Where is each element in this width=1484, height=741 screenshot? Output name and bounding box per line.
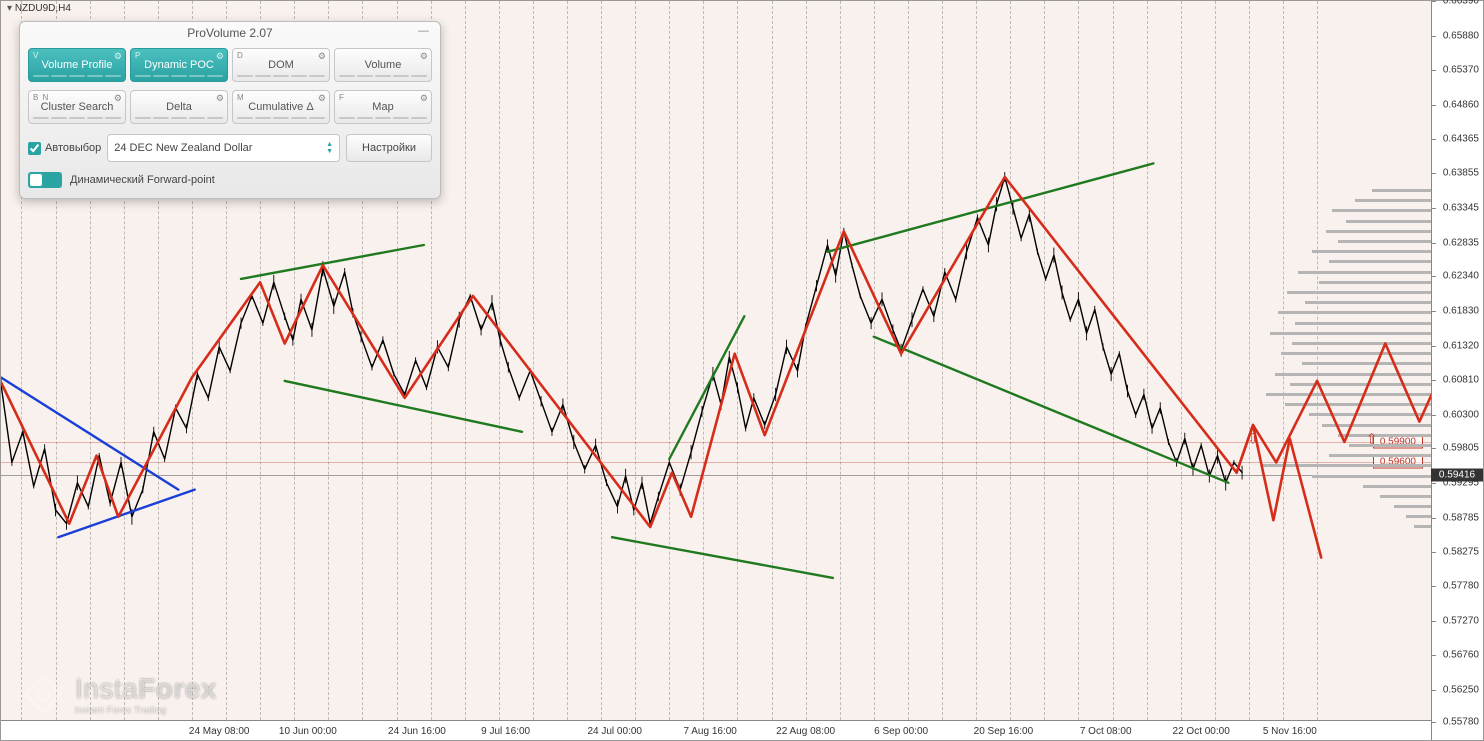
gear-icon[interactable]: ⚙: [420, 93, 428, 104]
panel-button-label: Dynamic POC: [144, 59, 214, 71]
panel-button[interactable]: B NCluster Search⚙: [28, 90, 126, 124]
y-tick-label: 0.61830: [1443, 305, 1479, 316]
panel-buttons-row2: B NCluster Search⚙Delta⚙MCumulative Δ⚙FM…: [20, 86, 440, 128]
autopick-input[interactable]: [28, 142, 41, 155]
panel-button[interactable]: FMap⚙: [334, 90, 432, 124]
settings-label: Настройки: [362, 142, 416, 154]
x-tick-label: 5 Nov 16:00: [1263, 726, 1317, 737]
x-axis: 24 May 08:00 10 Jun 00:00 24 Jun 16:00 9 Ju…: [1, 720, 1431, 740]
instrument-dropdown[interactable]: 24 DEC New Zealand Dollar ▲▼: [107, 134, 340, 162]
panel-titlebar[interactable]: ProVolume 2.07 —: [20, 22, 440, 44]
panel-button[interactable]: VVolume Profile⚙: [28, 48, 126, 82]
panel-row4: Динамический Forward-point: [20, 168, 440, 198]
panel-row3: Автовыбор 24 DEC New Zealand Dollar ▲▼ Н…: [20, 128, 440, 168]
y-tick-label: 0.59805: [1443, 443, 1479, 454]
panel-button[interactable]: Volume ⚙: [334, 48, 432, 82]
x-tick-label: 24 Jun 16:00: [388, 726, 446, 737]
provolume-panel[interactable]: ProVolume 2.07 — VVolume Profile⚙PDynami…: [19, 21, 441, 199]
gear-icon[interactable]: ⚙: [420, 51, 428, 62]
panel-button-label: Volume: [365, 59, 402, 71]
y-tick-label: 0.65370: [1443, 65, 1479, 76]
panel-button-label: Delta: [166, 101, 192, 113]
watermark-brand-a: Insta: [75, 673, 138, 704]
gear-icon[interactable]: ⚙: [114, 51, 122, 62]
watermark: InstaForex Instant Forex Trading: [21, 672, 217, 716]
panel-title: ProVolume 2.07: [187, 26, 272, 40]
y-tick-label: 0.57780: [1443, 581, 1479, 592]
current-price-tag: 0.59416: [1431, 468, 1483, 481]
panel-button-label: Volume Profile: [42, 59, 113, 71]
y-axis: 0.66390 0.65880 0.65370 0.64860 0.64365 0.638…: [1431, 1, 1483, 740]
y-tick-label: 0.56250: [1443, 685, 1479, 696]
y-tick-label: 0.55780: [1443, 717, 1479, 728]
watermark-logo-icon: [21, 672, 65, 716]
y-tick-label: 0.62340: [1443, 271, 1479, 282]
y-tick-label: 0.65880: [1443, 30, 1479, 41]
gear-icon[interactable]: ⚙: [216, 93, 224, 104]
minimize-icon[interactable]: —: [418, 25, 432, 37]
gear-icon[interactable]: ⚙: [318, 51, 326, 62]
x-tick-label: 24 May 08:00: [189, 726, 250, 737]
y-tick-label: 0.66390: [1443, 0, 1479, 7]
autopick-label: Автовыбор: [45, 142, 101, 154]
x-tick-label: 7 Oct 08:00: [1080, 726, 1132, 737]
panel-button[interactable]: MCumulative Δ⚙: [232, 90, 330, 124]
chart-root: NZDU9D,H4 0.599000.59600 ⇩⇧ 0.663900.658…: [0, 0, 1484, 741]
forward-point-toggle[interactable]: [28, 172, 62, 188]
gear-icon[interactable]: ⚙: [216, 51, 224, 62]
y-tick-label: 0.60810: [1443, 375, 1479, 386]
y-tick-label: 0.60300: [1443, 409, 1479, 420]
panel-button[interactable]: DDOM⚙: [232, 48, 330, 82]
watermark-brand: InstaForex: [75, 673, 217, 705]
y-tick-label: 0.62835: [1443, 237, 1479, 248]
y-tick-label: 0.58785: [1443, 512, 1479, 523]
y-tick-label: 0.61320: [1443, 340, 1479, 351]
x-tick-label: 6 Sep 00:00: [874, 726, 928, 737]
panel-button-label: Cumulative Δ: [248, 101, 313, 113]
panel-button-label: Map: [372, 101, 393, 113]
panel-button-label: Cluster Search: [41, 101, 114, 113]
y-tick-label: 0.63345: [1443, 202, 1479, 213]
settings-button[interactable]: Настройки: [346, 134, 432, 162]
x-tick-label: 9 Jul 16:00: [481, 726, 530, 737]
y-tick-label: 0.64860: [1443, 99, 1479, 110]
y-tick-label: 0.57270: [1443, 615, 1479, 626]
panel-button[interactable]: PDynamic POC⚙: [130, 48, 228, 82]
x-tick-label: 24 Jul 00:00: [587, 726, 642, 737]
panel-button-label: DOM: [268, 59, 294, 71]
gear-icon[interactable]: ⚙: [114, 93, 122, 104]
x-tick-label: 10 Jun 00:00: [279, 726, 337, 737]
y-tick-label: 0.64365: [1443, 133, 1479, 144]
x-tick-label: 22 Oct 00:00: [1173, 726, 1230, 737]
dropdown-spinner-icon[interactable]: ▲▼: [326, 141, 333, 155]
arrow-down-icon: ⇩: [1247, 430, 1259, 447]
autopick-checkbox[interactable]: Автовыбор: [28, 142, 101, 155]
y-tick-label: 0.58275: [1443, 547, 1479, 558]
watermark-sub: Instant Forex Trading: [75, 705, 217, 715]
x-tick-label: 7 Aug 16:00: [683, 726, 736, 737]
panel-button[interactable]: Delta ⚙: [130, 90, 228, 124]
toggle-label: Динамический Forward-point: [70, 174, 215, 186]
arrow-up-icon: ⇧: [1366, 430, 1378, 447]
gear-icon[interactable]: ⚙: [318, 93, 326, 104]
y-tick-label: 0.56760: [1443, 650, 1479, 661]
x-tick-label: 20 Sep 16:00: [974, 726, 1034, 737]
panel-buttons-row1: VVolume Profile⚙PDynamic POC⚙DDOM⚙Volume…: [20, 44, 440, 86]
x-tick-label: 22 Aug 08:00: [776, 726, 835, 737]
y-tick-label: 0.63855: [1443, 168, 1479, 179]
dropdown-value: 24 DEC New Zealand Dollar: [114, 142, 252, 154]
watermark-brand-b: Forex: [138, 673, 217, 704]
